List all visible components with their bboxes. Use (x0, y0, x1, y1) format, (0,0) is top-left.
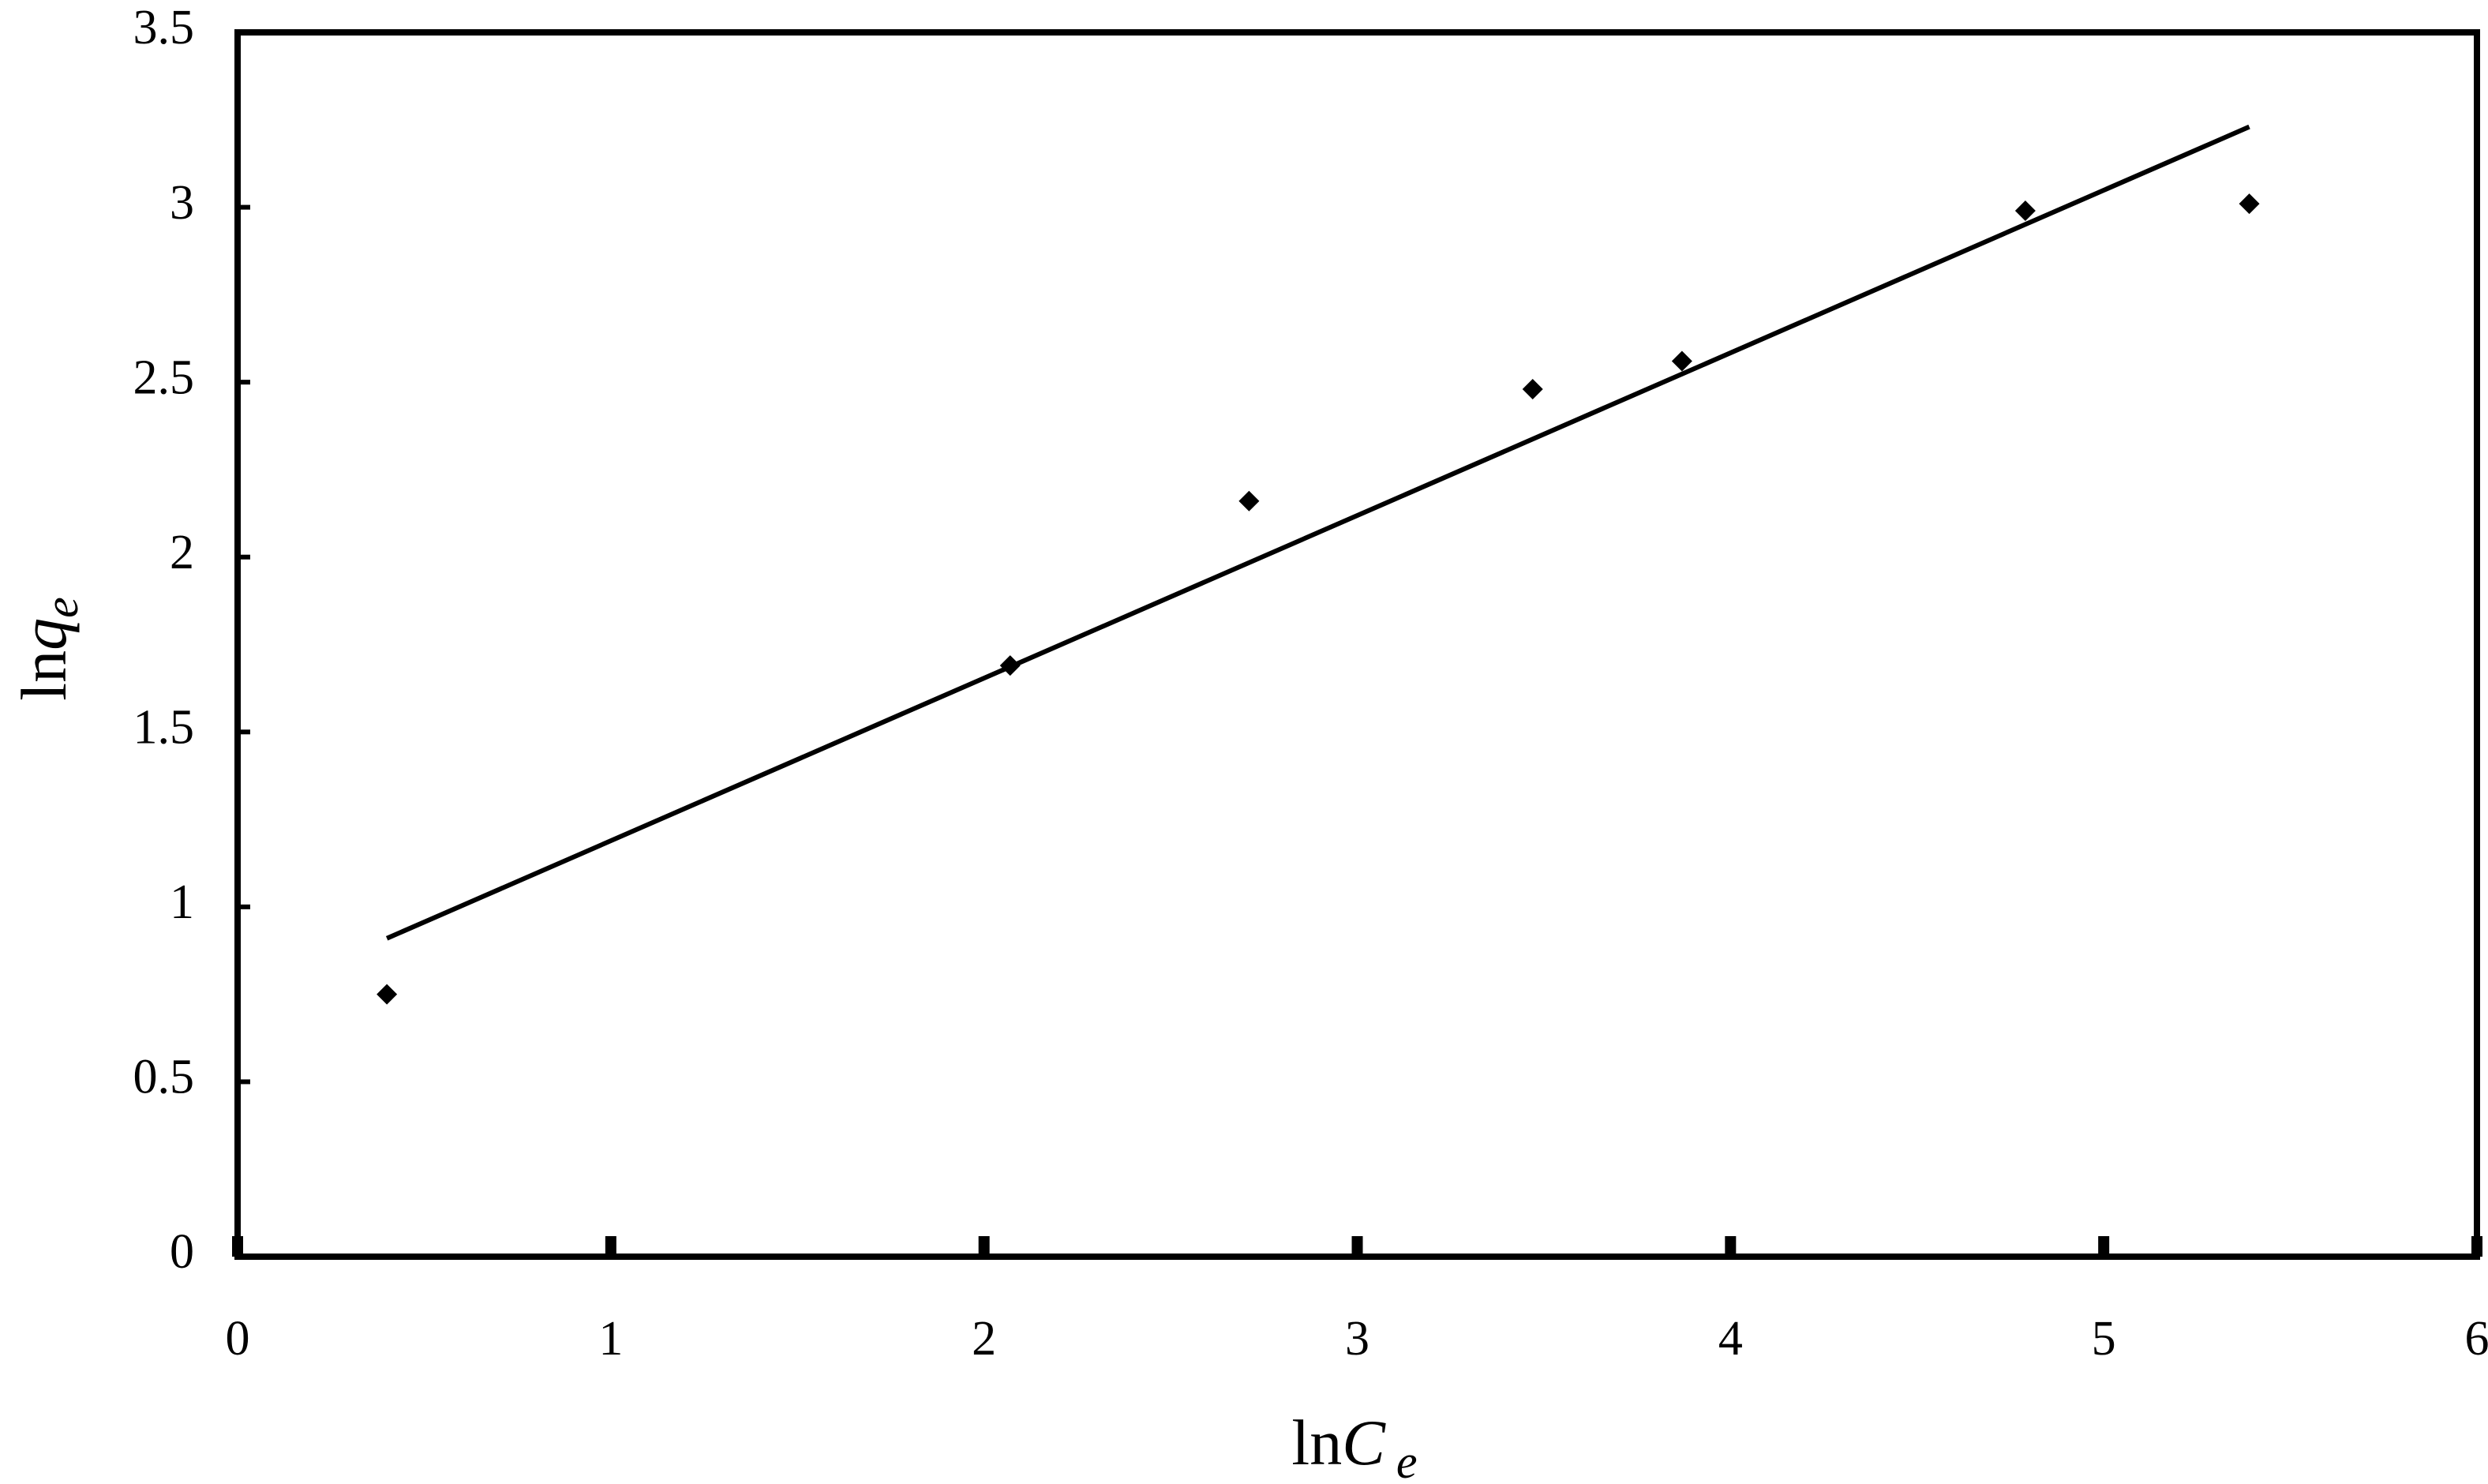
x-tick-label: 6 (2465, 1312, 2488, 1366)
y-tick-label: 3.5 (133, 1, 195, 54)
y-tick-label: 1.5 (133, 701, 195, 755)
y-label-part: ln (8, 650, 80, 701)
x-tick-label: 0 (226, 1312, 250, 1366)
plot-frame (234, 29, 2480, 1260)
x-label-part: ln (1291, 1407, 1342, 1478)
x-tick-label: 2 (972, 1312, 996, 1366)
y-tick-label: 0.5 (133, 1051, 195, 1104)
x-label-part: e (1396, 1436, 1418, 1484)
y-tick-label: 0 (170, 1225, 194, 1279)
x-tick-label: 1 (598, 1312, 623, 1366)
y-label-part: e (36, 597, 88, 618)
data-point (1522, 379, 1543, 400)
y-tick-label: 2.5 (133, 350, 195, 404)
data-point (1238, 490, 1260, 512)
x-tick-label: 4 (1718, 1312, 1743, 1366)
y-tick-label: 1 (170, 875, 194, 929)
x-axis-label: lnC e (1291, 1407, 1417, 1484)
data-point (2014, 200, 2036, 222)
y-label-part: q (8, 618, 80, 650)
x-tick-label: 3 (1345, 1312, 1370, 1366)
y-tick-label: 3 (170, 176, 194, 230)
data-point (999, 655, 1021, 676)
x-tick-label: 5 (2092, 1312, 2116, 1366)
y-axis-label: lnqe (8, 597, 88, 700)
y-tick-label: 2 (170, 526, 194, 579)
data-point (1671, 350, 1692, 372)
fit-line (385, 124, 2250, 941)
data-point (2239, 193, 2260, 215)
data-point (377, 984, 398, 1005)
x-label-part: C (1342, 1407, 1386, 1478)
